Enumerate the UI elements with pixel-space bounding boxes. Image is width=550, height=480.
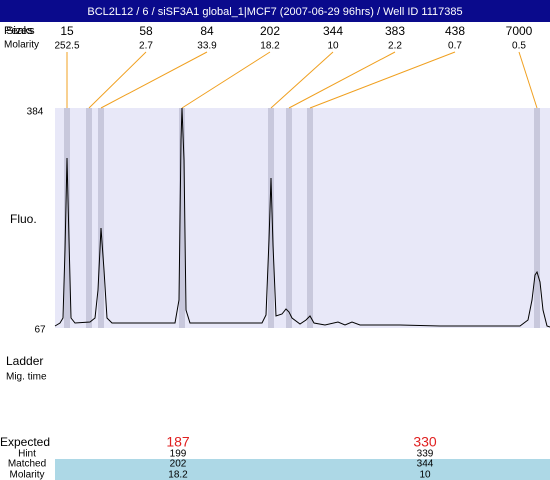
y-top-label: 384 [27,107,44,118]
table-cell: 18.2 [168,470,188,480]
peak-size: 84 [200,24,214,38]
table-cell: 330 [413,434,437,450]
table-cell: 339 [417,449,434,460]
peak-size: 7000 [506,24,533,38]
ladder-sublabel: Mig. time [6,372,47,383]
table-cell: 187 [166,434,190,450]
peak-leader [181,51,271,109]
peak-molarity: 33.9 [197,41,217,52]
peak-size: 15 [60,24,74,38]
peak-leader [88,51,147,109]
row-label: Molarity [4,40,39,51]
peak-size: 58 [139,24,153,38]
peak-molarity: 0.5 [512,41,526,52]
y-axis-label: Fluo. [10,212,37,226]
table-row-label: Matched [8,459,46,470]
peak-leader [100,51,208,109]
peak-band [268,108,274,328]
table-row-label: Expected [0,435,50,449]
peak-band [98,108,104,328]
peak-leader [270,51,334,109]
plot-area [55,108,550,328]
peak-leader [288,51,396,109]
peak-size: 383 [385,24,405,38]
row-label: Sizes [6,25,33,37]
peak-molarity: 10 [327,41,339,52]
title: BCL2L12 / 6 / siSF3A1 global_1|MCF7 (200… [87,6,462,18]
peak-size: 202 [260,24,280,38]
title-bar [0,0,550,22]
y-bottom-label: 67 [34,325,46,336]
row-label: Peaks [4,25,35,37]
peak-leader [309,51,456,109]
peak-molarity: 0.7 [448,41,462,52]
table-cell: 344 [417,459,434,470]
peak-size: 344 [323,24,343,38]
table-cell: 202 [170,459,187,470]
peak-molarity: 18.2 [260,41,280,52]
table-cell: 10 [419,470,431,480]
ladder-label: Ladder [6,354,43,368]
peak-band [286,108,292,328]
peak-band [86,108,92,328]
peak-molarity: 252.5 [54,41,79,52]
peak-leader [518,51,538,109]
peak-size: 438 [445,24,465,38]
peak-molarity: 2.7 [139,41,153,52]
peak-band [64,108,70,328]
matched-highlight [55,459,550,480]
peak-band [534,108,540,328]
peak-band [179,108,185,328]
peak-band [307,108,313,328]
table-cell: 199 [170,449,187,460]
table-row-label: Molarity [9,470,44,480]
table-row-label: Hint [18,449,36,460]
peak-molarity: 2.2 [388,41,402,52]
trace [54,107,550,328]
